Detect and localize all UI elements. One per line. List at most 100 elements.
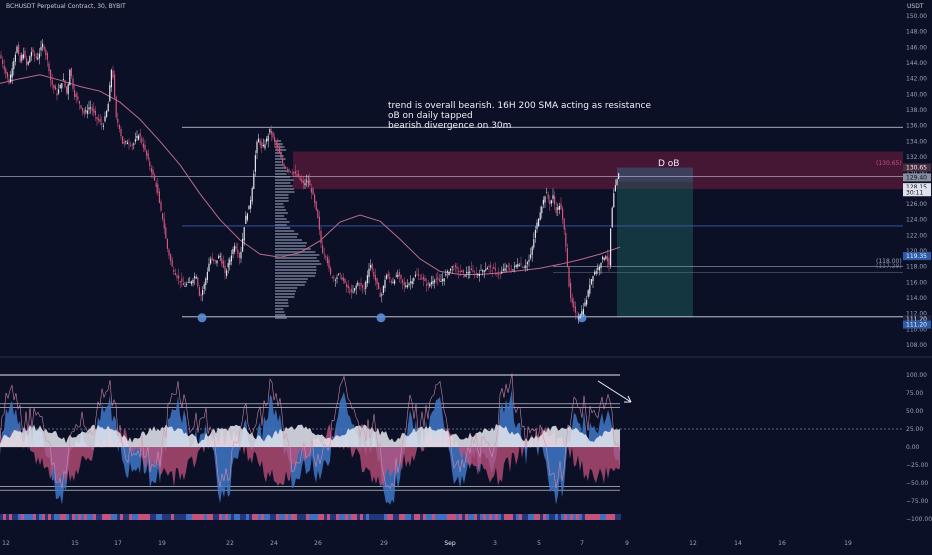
heat-strip-cell (81, 514, 84, 520)
candle-body (240, 251, 242, 259)
candle-body (272, 132, 274, 138)
heat-strip-cell (474, 514, 477, 520)
symbol-title[interactable]: BCHUSDT Perpetual Contract, 30, BYBIT (6, 3, 126, 10)
candle-body (70, 68, 72, 77)
price-tag-label: 130.65 (906, 165, 927, 172)
candle-body (197, 277, 199, 287)
candle-body (347, 285, 349, 289)
candle-body (595, 271, 597, 274)
volume-bar (275, 185, 293, 187)
volume-bar (275, 245, 306, 247)
price-tick-label: 122.00 (906, 232, 927, 239)
heat-strip-cell (297, 514, 300, 520)
candle-body (354, 288, 356, 291)
heat-strip-cell (156, 514, 159, 520)
candle-body (227, 263, 229, 268)
heat-strip-cell (132, 514, 135, 520)
candle-body (296, 174, 298, 176)
heat-strip-cell (480, 514, 483, 520)
candle-body (34, 53, 36, 56)
zones-layer (293, 151, 903, 317)
volume-bar (275, 227, 291, 229)
time-tick-label: 24 (270, 540, 278, 547)
candle-body (59, 84, 61, 89)
heat-strip-cell (54, 514, 57, 520)
heat-strip-cell (270, 514, 273, 520)
candle-body (309, 179, 311, 186)
heat-strip-cell (279, 514, 282, 520)
heat-strip-cell (42, 514, 45, 520)
candle-body (509, 268, 511, 270)
osc-tick-label: −25.00 (906, 462, 928, 469)
heat-strip-cell (117, 514, 120, 520)
heat-strip-cell (177, 514, 180, 520)
heat-strip-cell (27, 514, 30, 520)
heat-strip-cell (24, 514, 27, 520)
candle-body (186, 284, 188, 285)
candle-body (478, 273, 480, 277)
candle-body (368, 268, 370, 277)
candle-body (141, 138, 143, 143)
heat-strip-cell (321, 514, 324, 520)
time-tick-label: 22 (226, 540, 234, 547)
heat-strip-cell (255, 514, 258, 520)
candle-body (51, 80, 53, 86)
candle-body (165, 227, 167, 239)
volume-profile (275, 140, 322, 319)
candle-body (218, 256, 220, 259)
candle-body (360, 283, 362, 286)
candle-body (429, 284, 431, 287)
candle-body (243, 227, 245, 241)
candle-body (13, 61, 15, 69)
oscillator-panel (0, 356, 932, 520)
heat-strip-cell (33, 514, 36, 520)
candle-body (480, 269, 482, 271)
candle-body (269, 128, 271, 133)
candle-body (422, 276, 424, 280)
candle-body (362, 285, 364, 288)
candle-body (546, 192, 548, 194)
candle-body (574, 306, 576, 313)
heat-strip-cell (378, 514, 381, 520)
volume-bar (275, 152, 282, 154)
heat-strip-cell (399, 514, 402, 520)
heat-strip-cell (225, 514, 228, 520)
heat-strip-cell (282, 514, 285, 520)
candle-body (358, 284, 360, 286)
candle-body (232, 249, 234, 254)
candle-body (554, 196, 556, 205)
heat-strip-cell (195, 514, 198, 520)
heat-strip-cell (582, 514, 585, 520)
price-tag-label: 128.15 (906, 184, 927, 191)
candle-body (226, 270, 228, 276)
heat-strip-cell (261, 514, 264, 520)
candle-body (110, 69, 112, 88)
time-tick-label: 15 (71, 540, 79, 547)
candle-body (198, 287, 200, 296)
heat-strip-cell (93, 514, 96, 520)
candle-body (558, 206, 560, 210)
candle-body (314, 194, 316, 203)
candle-body (3, 65, 5, 70)
heat-strip-cell (525, 514, 528, 520)
candle-body (184, 286, 186, 288)
time-tick-label: 16 (778, 540, 786, 547)
candle-body (30, 52, 32, 57)
candle-body (91, 107, 93, 111)
heat-strip-cell (606, 514, 609, 520)
heat-strip-cell (465, 514, 468, 520)
candle-body (74, 90, 76, 97)
candle-body (582, 308, 584, 315)
candle-body (357, 282, 359, 286)
candle-body (14, 54, 16, 62)
candle-body (438, 279, 440, 281)
candle-body (277, 144, 279, 148)
heat-strip-cell (120, 514, 123, 520)
volume-bar (275, 203, 284, 205)
candle-body (437, 277, 439, 280)
candle-body (101, 122, 103, 125)
candle-body (611, 207, 613, 228)
axes-layer: 150.00148.00146.00144.00142.00140.00138.… (2, 13, 932, 547)
volume-bar (275, 293, 295, 295)
